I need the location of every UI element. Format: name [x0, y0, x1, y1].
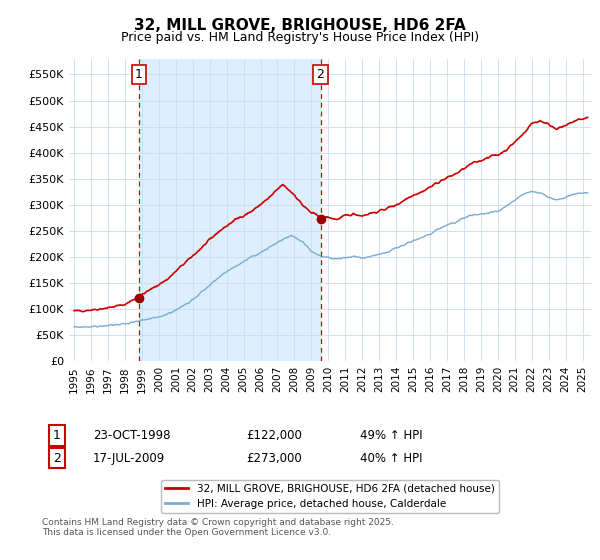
Bar [139, 59, 320, 361]
Text: Contains HM Land Registry data © Crown copyright and database right 2025.
This d: Contains HM Land Registry data © Crown c… [42, 518, 394, 538]
Text: £273,000: £273,000 [246, 451, 302, 465]
Text: 32, MILL GROVE, BRIGHOUSE, HD6 2FA: 32, MILL GROVE, BRIGHOUSE, HD6 2FA [134, 18, 466, 33]
Text: 23-OCT-1998: 23-OCT-1998 [93, 429, 170, 442]
Text: 40% ↑ HPI: 40% ↑ HPI [360, 451, 422, 465]
Text: 49% ↑ HPI: 49% ↑ HPI [360, 429, 422, 442]
Text: Price paid vs. HM Land Registry's House Price Index (HPI): Price paid vs. HM Land Registry's House … [121, 31, 479, 44]
Text: 2: 2 [317, 68, 325, 81]
Text: 1: 1 [53, 429, 61, 442]
Text: £122,000: £122,000 [246, 429, 302, 442]
Legend: 32, MILL GROVE, BRIGHOUSE, HD6 2FA (detached house), HPI: Average price, detache: 32, MILL GROVE, BRIGHOUSE, HD6 2FA (deta… [161, 480, 499, 513]
Text: 17-JUL-2009: 17-JUL-2009 [93, 451, 165, 465]
Text: 1: 1 [135, 68, 143, 81]
Text: 2: 2 [53, 451, 61, 465]
